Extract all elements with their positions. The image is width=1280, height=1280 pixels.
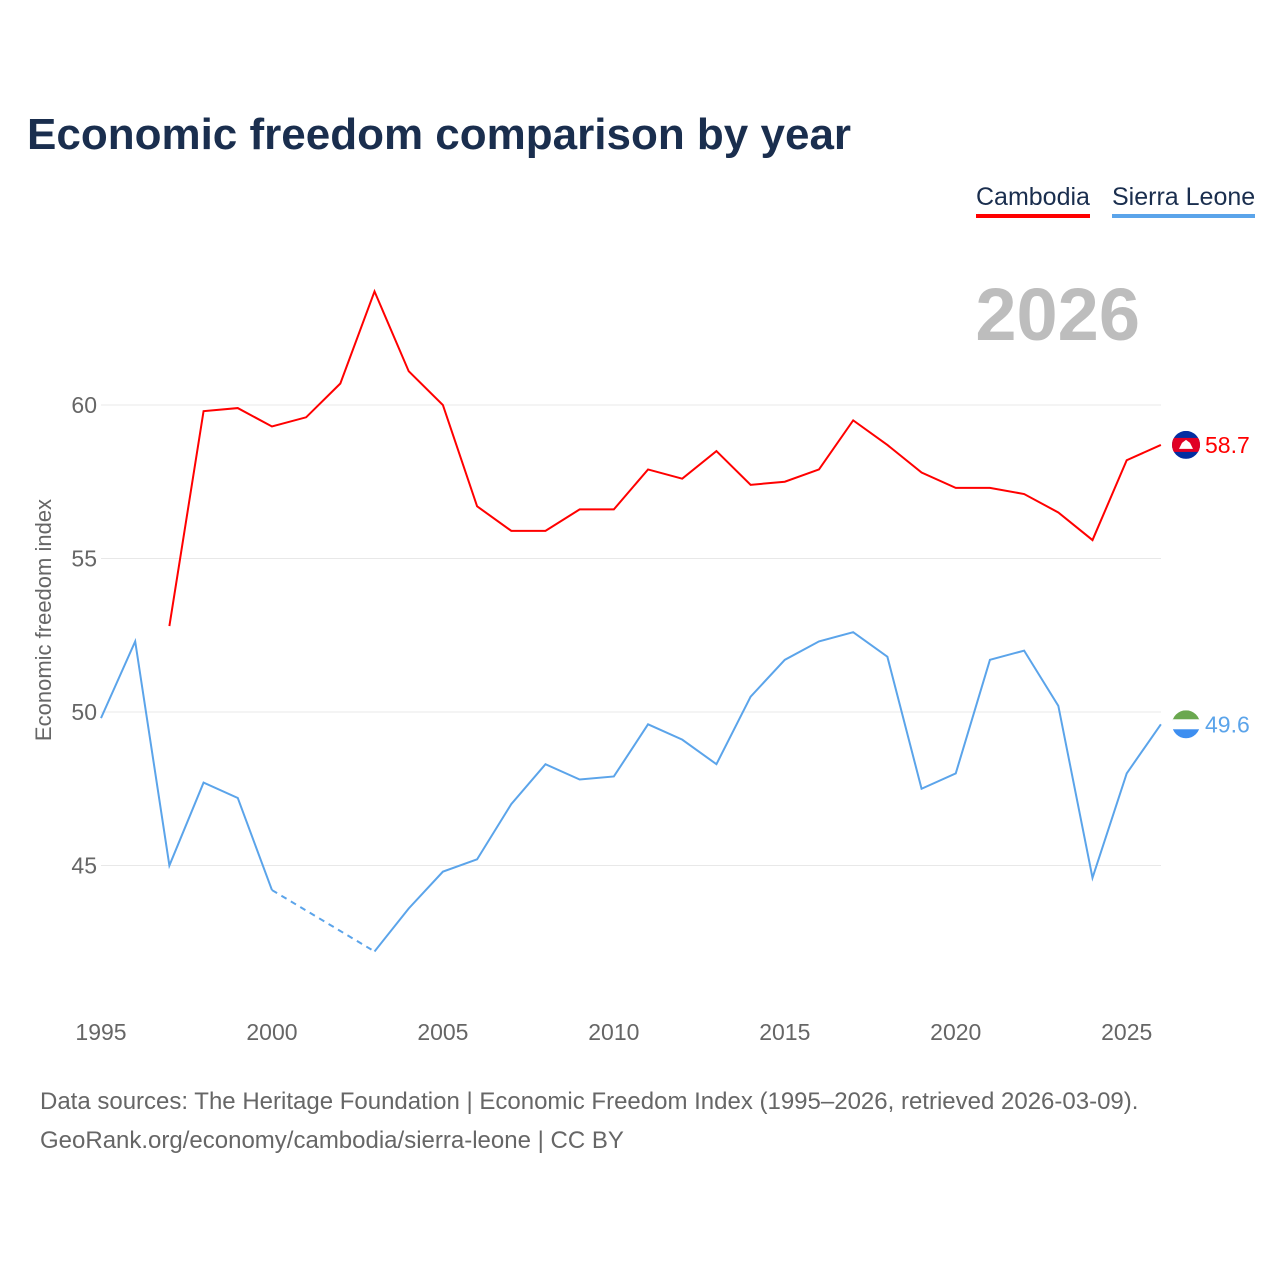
x-tick-label: 2015 [759,1019,810,1045]
series-line-sierra-leone [373,631,1162,953]
end-value-label: 58.7 [1205,432,1250,458]
end-value-label: 49.6 [1205,711,1250,737]
year-watermark: 2026 [975,273,1140,356]
chart-title: Economic freedom comparison by year [27,110,852,159]
legend-cambodia[interactable]: Cambodia [976,183,1090,218]
series-gap-dashed [271,889,376,953]
x-tick-label: 2020 [930,1019,981,1045]
x-tick-label: 2005 [417,1019,468,1045]
x-tick-label: 2025 [1101,1019,1152,1045]
x-tick-label: 2010 [588,1019,639,1045]
y-tick-label: 50 [71,699,97,725]
legend-sierra-leone[interactable]: Sierra Leone [1112,183,1256,218]
series-line-sierra-leone [100,637,273,891]
x-tick-label: 2000 [246,1019,297,1045]
y-axis-label: Economic freedom index [31,499,56,741]
footer-link[interactable]: GeoRank.org/economy/cambodia/sierra-leon… [40,1127,624,1154]
y-tick-label: 45 [71,853,97,879]
y-tick-label: 55 [71,546,97,572]
series-line-cambodia [168,288,1162,627]
footer-sources: Data sources: The Heritage Foundation | … [40,1088,1139,1115]
cambodia-flag-icon [1172,430,1200,459]
x-tick-label: 1995 [75,1019,126,1045]
y-tick-label: 60 [71,392,97,418]
sierra-leone-flag-icon [1172,710,1200,739]
